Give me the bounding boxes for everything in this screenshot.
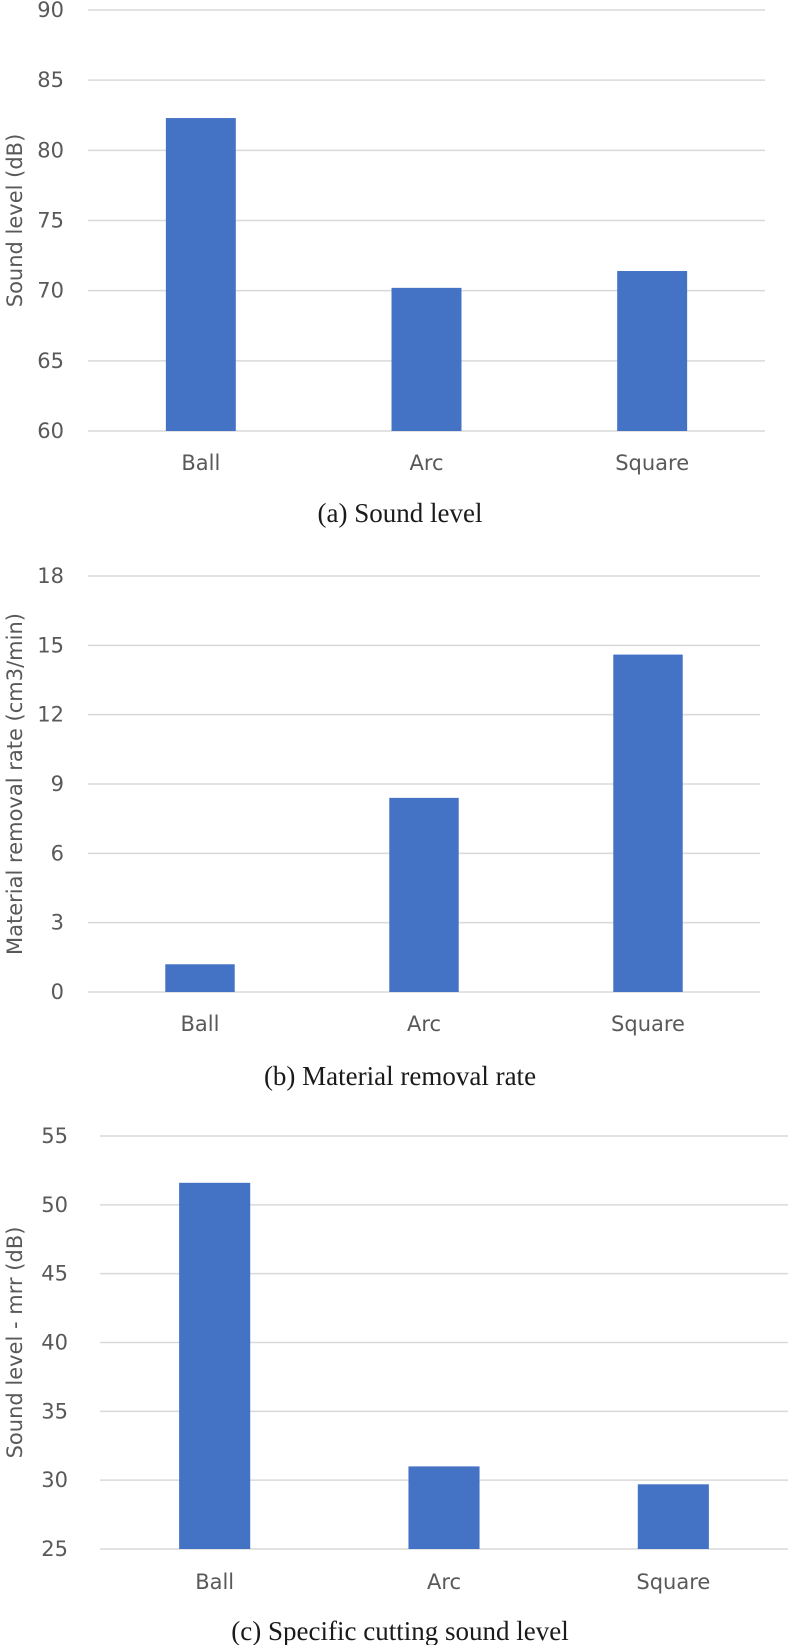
y-tick-label: 25 bbox=[41, 1537, 68, 1561]
y-tick-label: 9 bbox=[51, 772, 64, 796]
y-tick-label: 60 bbox=[37, 419, 64, 443]
y-tick-label: 65 bbox=[37, 349, 64, 373]
bar-arc bbox=[389, 797, 459, 992]
chart-caption: (a) Sound level bbox=[318, 498, 483, 528]
x-tick-label: Square bbox=[611, 1012, 685, 1036]
x-tick-label: Ball bbox=[181, 451, 220, 475]
y-tick-label: 70 bbox=[37, 279, 64, 303]
x-tick-label: Arc bbox=[427, 1570, 461, 1594]
y-tick-label: 85 bbox=[37, 68, 64, 92]
y-tick-label: 12 bbox=[37, 703, 64, 727]
y-tick-label: 30 bbox=[41, 1468, 68, 1492]
chart-sound-level: Sound level (dB) (a) Sound level 60 65 70 7… bbox=[3, 0, 765, 528]
x-tick-label: Ball bbox=[195, 1570, 234, 1594]
bar-arc bbox=[391, 287, 462, 431]
bar-arc bbox=[408, 1466, 480, 1549]
chart-material-removal-rate: Material removal rate (cm3/min) (b) Mate… bbox=[3, 564, 760, 1091]
x-tick-label: Square bbox=[615, 451, 689, 475]
bar-ball bbox=[165, 964, 235, 992]
y-tick-label: 3 bbox=[51, 911, 64, 935]
chart-specific-cutting-sound-level: Sound level - mrr (dB) (c) Specific cutt… bbox=[3, 1124, 788, 1645]
y-tick-label: 40 bbox=[41, 1331, 68, 1355]
y-tick-label: 75 bbox=[37, 209, 64, 233]
y-tick-label: 90 bbox=[37, 0, 64, 22]
y-axis-label: Material removal rate (cm3/min) bbox=[3, 613, 27, 955]
chart-caption: (c) Specific cutting sound level bbox=[231, 1616, 568, 1645]
y-axis-label: Sound level - mrr (dB) bbox=[3, 1227, 27, 1459]
bar-square bbox=[617, 271, 688, 431]
y-tick-label: 45 bbox=[41, 1262, 68, 1286]
y-tick-label: 50 bbox=[41, 1193, 68, 1217]
bar-square bbox=[637, 1484, 709, 1549]
y-tick-label: 0 bbox=[51, 980, 64, 1004]
y-tick-label: 6 bbox=[51, 841, 64, 865]
bar-ball bbox=[165, 118, 236, 431]
y-tick-label: 80 bbox=[37, 138, 64, 162]
y-tick-label: 18 bbox=[37, 564, 64, 588]
x-tick-label: Ball bbox=[181, 1012, 220, 1036]
y-axis-label: Sound level (dB) bbox=[3, 134, 27, 308]
y-tick-label: 35 bbox=[41, 1399, 68, 1423]
bar-ball bbox=[179, 1182, 251, 1549]
y-tick-label: 55 bbox=[41, 1124, 68, 1148]
y-tick-label: 15 bbox=[37, 633, 64, 657]
x-tick-label: Square bbox=[636, 1570, 710, 1594]
chart-caption: (b) Material removal rate bbox=[264, 1061, 536, 1091]
x-tick-label: Arc bbox=[409, 451, 443, 475]
x-tick-label: Arc bbox=[407, 1012, 441, 1036]
bar-square bbox=[613, 654, 683, 992]
